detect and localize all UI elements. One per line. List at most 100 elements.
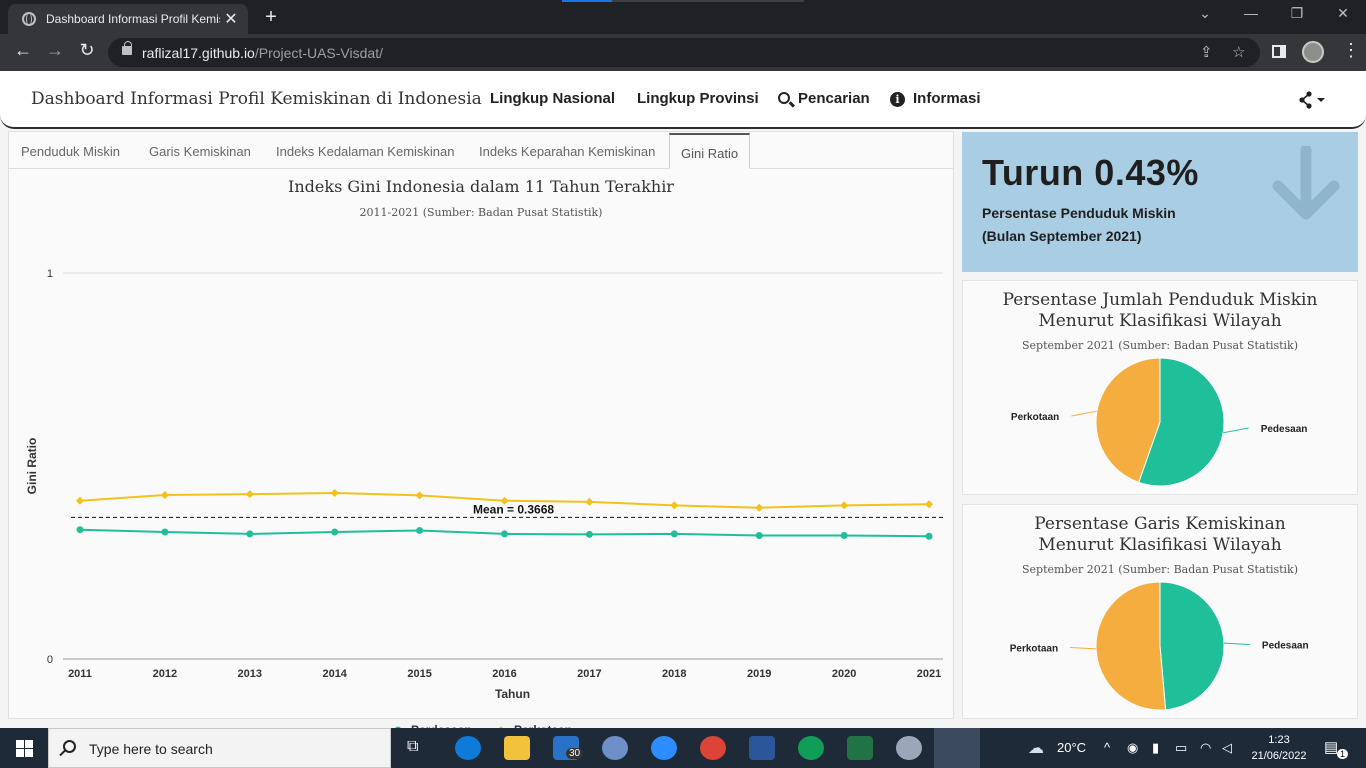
tab-indeks-keparahan[interactable]: Indeks Keparahan Kemiskinan bbox=[479, 144, 656, 159]
browser-menu-icon[interactable]: ⋮ bbox=[1342, 40, 1360, 60]
y-axis-label: Gini Ratio bbox=[25, 438, 39, 495]
data-point-perkotaan bbox=[755, 503, 764, 512]
x-tick-label: 2021 bbox=[917, 668, 941, 680]
pie-leader-pedesaan bbox=[1223, 642, 1250, 645]
tab-garis-kemiskinan[interactable]: Garis Kemiskinan bbox=[149, 144, 251, 159]
chrome-profile-icon[interactable] bbox=[700, 736, 726, 760]
data-point-perkotaan bbox=[76, 496, 84, 505]
pie-chart-garis: Pedesaan Perkotaan bbox=[1010, 581, 1309, 711]
stat-card: Turun 0.43% Persentase Penduduk Miskin (… bbox=[962, 132, 1358, 272]
temperature[interactable]: 20°C bbox=[1057, 740, 1087, 755]
tab-indeks-kedalaman[interactable]: Indeks Kedalaman Kemiskinan bbox=[276, 144, 455, 159]
url-path: /Project-UAS-Visdat/ bbox=[254, 45, 383, 61]
pie-label-pedesaan: Pedesaan bbox=[1262, 640, 1309, 651]
minimize-icon[interactable]: — bbox=[1244, 5, 1258, 21]
pie-card-garis: Persentase Garis Kemiskinan Menurut Klas… bbox=[962, 504, 1358, 719]
system-clock[interactable]: 1:23 21/06/2022 bbox=[1248, 732, 1310, 764]
stat-label-1: Persentase Penduduk Miskin bbox=[982, 205, 1176, 221]
data-point-perkotaan bbox=[670, 501, 679, 510]
x-tick-label: 2016 bbox=[492, 668, 516, 680]
network-icon[interactable]: ◉ bbox=[1127, 740, 1139, 755]
nav-pencarian[interactable]: Pencarian bbox=[778, 90, 870, 107]
profile-avatar[interactable] bbox=[1302, 41, 1324, 63]
x-tick-label: 2019 bbox=[747, 668, 771, 680]
restore-icon[interactable]: ❐ bbox=[1290, 5, 1304, 21]
edge-icon[interactable] bbox=[455, 736, 481, 760]
x-axis-label: Tahun bbox=[495, 687, 530, 701]
mail-badge: 30 bbox=[566, 748, 584, 759]
data-point-perkotaan bbox=[500, 496, 509, 505]
stat-label-2: (Bulan September 2021) bbox=[982, 228, 1142, 244]
line-chart-subtitle: 2011-2021 (Sumber: Badan Pusat Statistik… bbox=[359, 206, 603, 219]
address-bar[interactable]: raflizal17.github.io/Project-UAS-Visdat/… bbox=[108, 38, 1260, 67]
share-icon[interactable] bbox=[1298, 91, 1328, 109]
share-page-icon[interactable]: ⇪ bbox=[1200, 44, 1213, 61]
snipping-tool-icon[interactable] bbox=[896, 736, 922, 760]
reload-icon[interactable]: ↻ bbox=[79, 40, 95, 60]
side-panel-icon[interactable] bbox=[1272, 45, 1286, 58]
pie-slice-pedesaan bbox=[1159, 581, 1225, 711]
data-point-perdesaan bbox=[670, 530, 678, 538]
active-app-icon[interactable] bbox=[934, 728, 980, 768]
gini-line-chart: 1 0 Gini Ratio 2011 2012 2013 2014 2015 2016 2017… bbox=[25, 268, 943, 737]
arrow-down-icon bbox=[1272, 146, 1340, 220]
microphone-icon[interactable]: ▮ bbox=[1152, 740, 1160, 755]
chart-tab-bar: Penduduk Miskin Garis Kemiskinan Indeks … bbox=[9, 132, 953, 169]
pie-leader-perkotaan bbox=[1070, 647, 1097, 650]
x-tick-label: 2017 bbox=[577, 668, 601, 680]
excel-icon[interactable] bbox=[847, 736, 873, 760]
nav-informasi[interactable]: i Informasi bbox=[890, 90, 981, 107]
chrome-icon[interactable] bbox=[798, 736, 824, 760]
nav-lingkup-nasional[interactable]: Lingkup Nasional bbox=[490, 90, 616, 107]
data-point-perkotaan bbox=[245, 490, 254, 499]
data-point-perdesaan bbox=[76, 526, 84, 534]
info-icon: i bbox=[890, 92, 905, 107]
data-point-perdesaan bbox=[501, 530, 508, 538]
tab-penduduk-miskin[interactable]: Penduduk Miskin bbox=[21, 144, 120, 159]
data-point-perkotaan bbox=[160, 490, 169, 499]
chevron-up-icon[interactable]: ^ bbox=[1104, 740, 1111, 755]
new-tab-button[interactable]: + bbox=[265, 6, 277, 28]
data-point-perkotaan bbox=[840, 501, 849, 510]
nav-informasi-label: Informasi bbox=[913, 90, 981, 107]
clock-date: 21/06/2022 bbox=[1251, 750, 1307, 762]
windows-start-icon[interactable] bbox=[16, 740, 33, 757]
file-explorer-icon[interactable] bbox=[504, 736, 530, 760]
search-icon bbox=[63, 740, 76, 753]
nav-lingkup-provinsi[interactable]: Lingkup Provinsi bbox=[637, 90, 759, 107]
close-tab-icon[interactable]: ✕ bbox=[224, 11, 238, 28]
battery-icon[interactable]: ▭ bbox=[1175, 740, 1188, 755]
zoom-icon[interactable] bbox=[651, 736, 677, 760]
r-app-icon[interactable] bbox=[602, 736, 628, 760]
data-point-perdesaan bbox=[840, 531, 848, 539]
pie-card-penduduk: Persentase Jumlah Penduduk Miskin Menuru… bbox=[962, 280, 1358, 495]
navbar: Dashboard Informasi Profil Kemiskinan di… bbox=[0, 71, 1366, 129]
data-point-perdesaan bbox=[585, 530, 593, 538]
x-tick-label: 2014 bbox=[322, 668, 347, 680]
stat-value: Turun 0.43% bbox=[982, 152, 1199, 193]
lock-icon bbox=[122, 41, 132, 55]
pie-label-pedesaan: Pedesaan bbox=[1261, 424, 1308, 435]
tab-gini-ratio[interactable]: Gini Ratio bbox=[669, 133, 751, 169]
task-view-icon[interactable]: ⧉ bbox=[407, 738, 419, 755]
bookmark-star-icon[interactable]: ☆ bbox=[1232, 44, 1246, 61]
word-icon[interactable] bbox=[749, 736, 775, 760]
wifi-icon[interactable]: ◠ bbox=[1200, 740, 1212, 755]
tabstrip-accent-2 bbox=[612, 0, 804, 2]
browser-toolbar: ← → ↻ raflizal17.github.io/Project-UAS-V… bbox=[0, 34, 1366, 71]
x-tick-label: 2015 bbox=[407, 668, 431, 680]
pie1-subtitle: September 2021 (Sumber: Badan Pusat Stat… bbox=[1021, 339, 1299, 352]
browser-tab[interactable]: Dashboard Informasi Profil Kemis ✕ bbox=[8, 4, 248, 34]
notification-icon[interactable]: ▤ bbox=[1324, 739, 1339, 756]
globe-icon bbox=[22, 12, 36, 26]
tab-search-icon[interactable]: ⌄ bbox=[1199, 5, 1211, 21]
taskbar-search-box[interactable]: Type here to search bbox=[48, 728, 391, 768]
volume-icon[interactable]: ◁ bbox=[1222, 740, 1232, 755]
forward-arrow-icon[interactable]: → bbox=[46, 40, 64, 60]
data-point-perdesaan bbox=[161, 528, 169, 536]
taskbar-search-placeholder: Type here to search bbox=[89, 741, 213, 757]
brand-title[interactable]: Dashboard Informasi Profil Kemiskinan di… bbox=[31, 89, 482, 109]
pie2-title-line2: Menurut Klasifikasi Wilayah bbox=[1038, 535, 1282, 555]
back-arrow-icon[interactable]: ← bbox=[14, 40, 32, 60]
window-close-icon[interactable]: ✕ bbox=[1337, 5, 1349, 21]
